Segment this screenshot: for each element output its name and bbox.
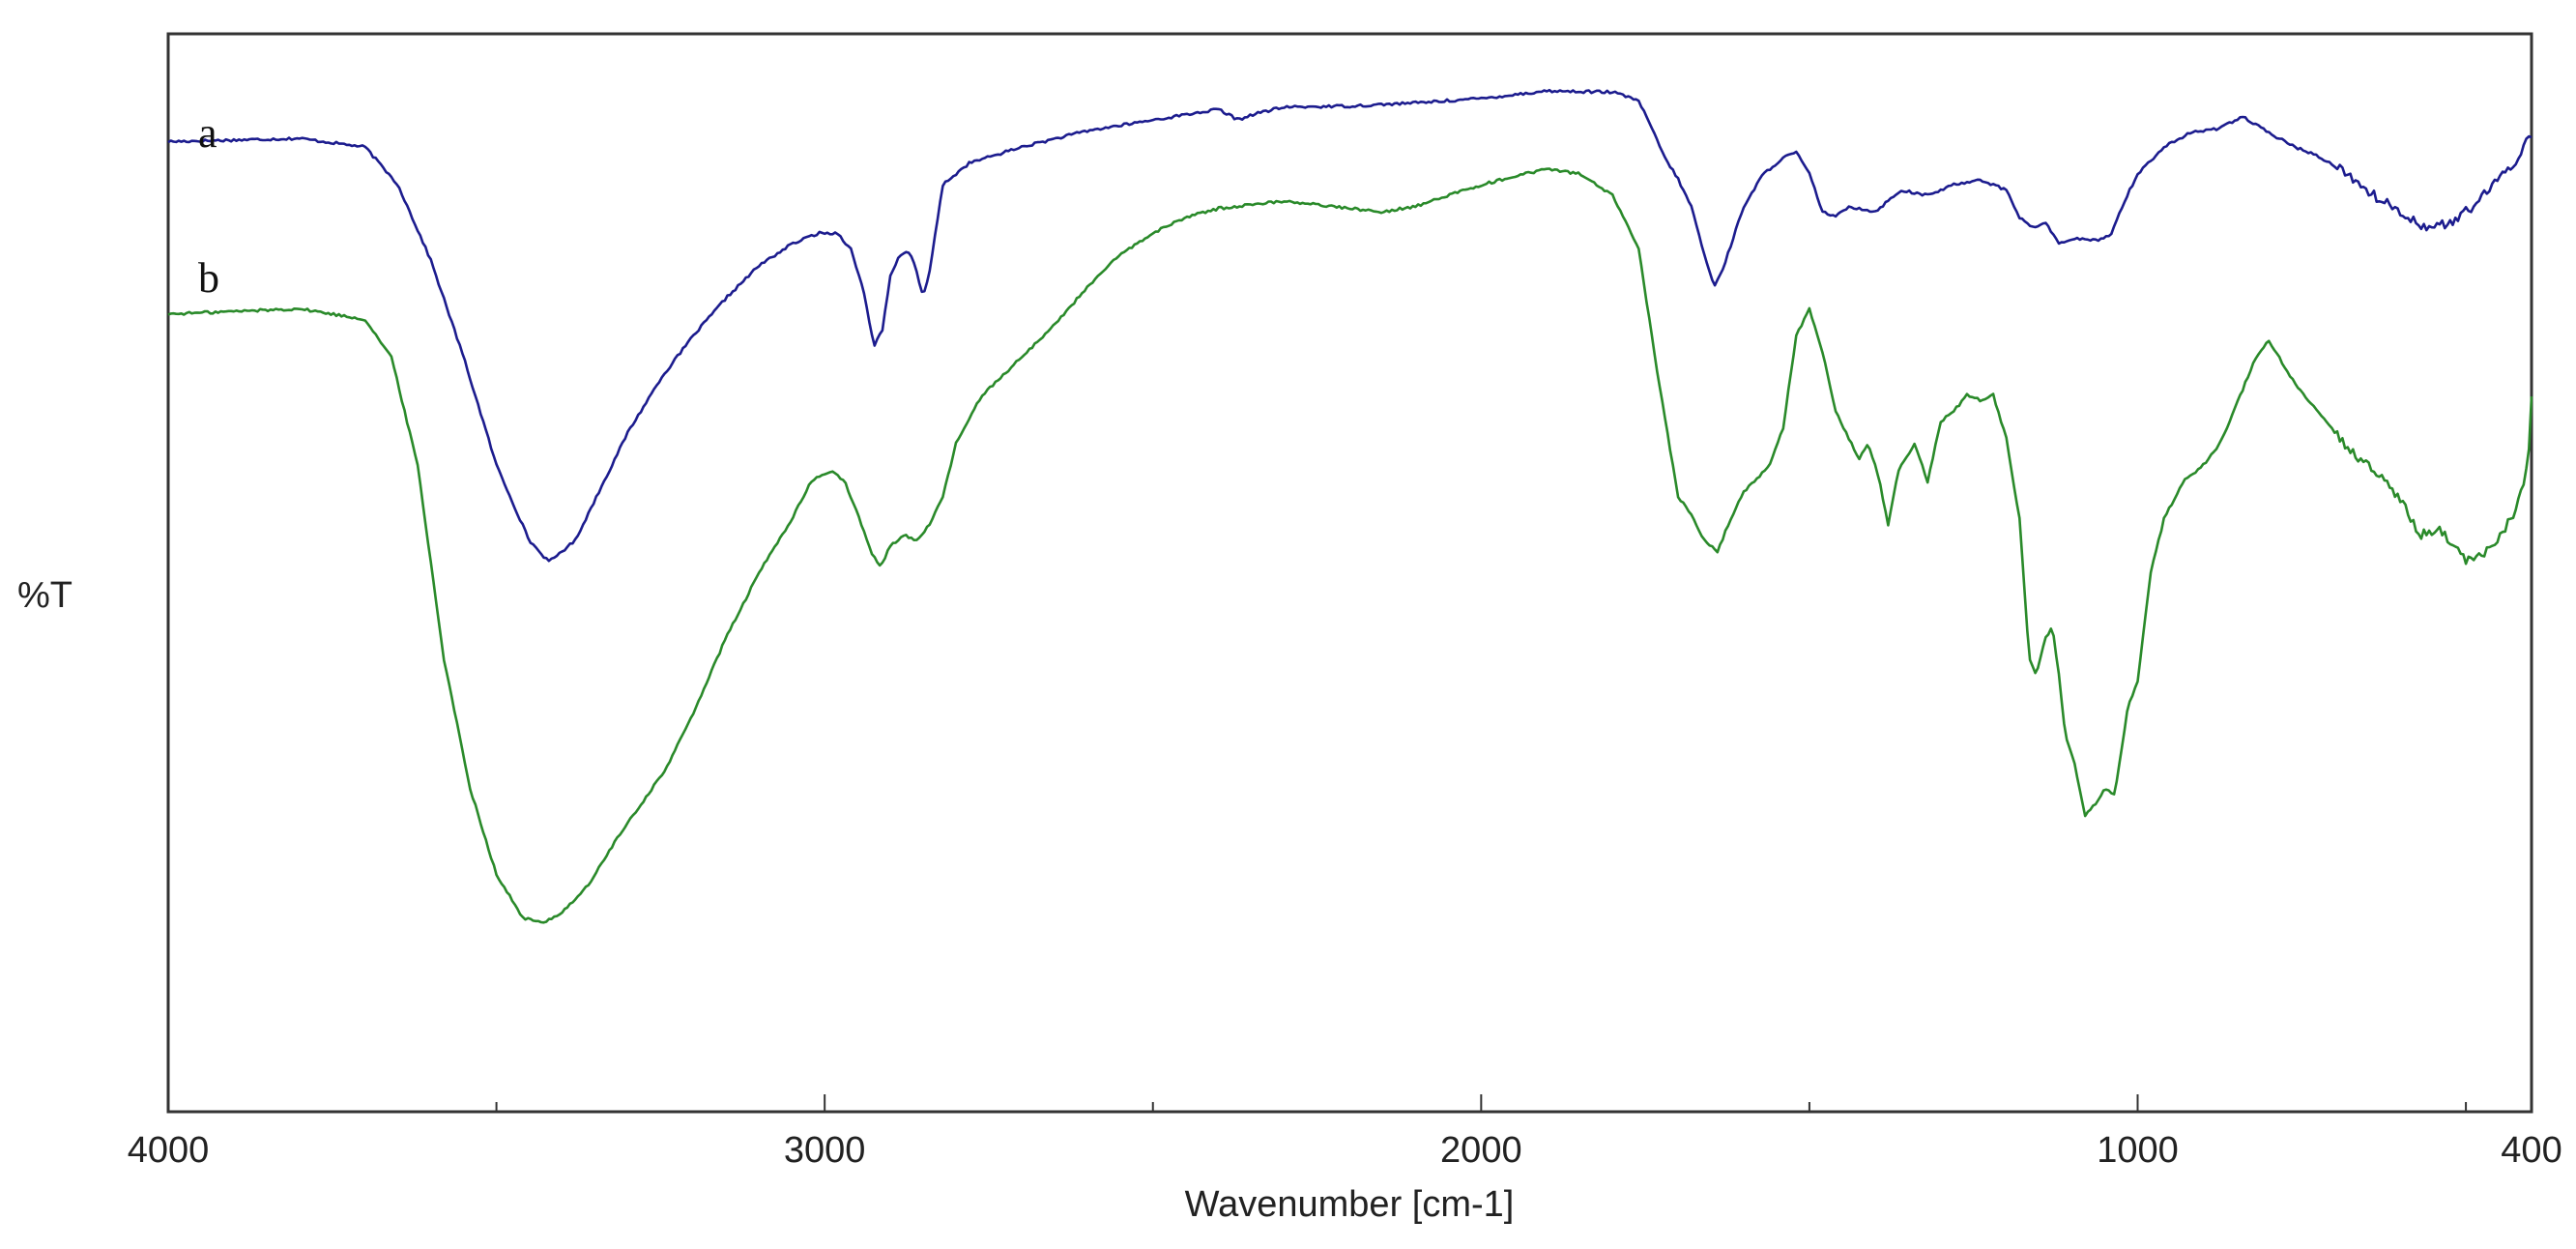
series-label-a: a [198, 109, 217, 157]
x-tick-label: 3000 [784, 1130, 866, 1171]
x-axis-label: Wavenumber [cm-1] [1185, 1184, 1515, 1225]
x-tick-label: 400 [2501, 1130, 2562, 1171]
series-line-a [167, 88, 2533, 563]
series-labels: ab [198, 109, 219, 302]
series-label-b: b [198, 254, 219, 302]
series-line-b [167, 167, 2533, 924]
plot-area-frame [166, 32, 2533, 1114]
x-axis-ticks: 4000 3000 2000 1000 400 [128, 1094, 2562, 1171]
x-tick-label: 1000 [2097, 1130, 2179, 1171]
series-layer [167, 88, 2533, 924]
x-tick-label: 4000 [128, 1130, 210, 1171]
y-axis-label: %T [17, 575, 72, 616]
x-tick-label: 2000 [1440, 1130, 1522, 1171]
